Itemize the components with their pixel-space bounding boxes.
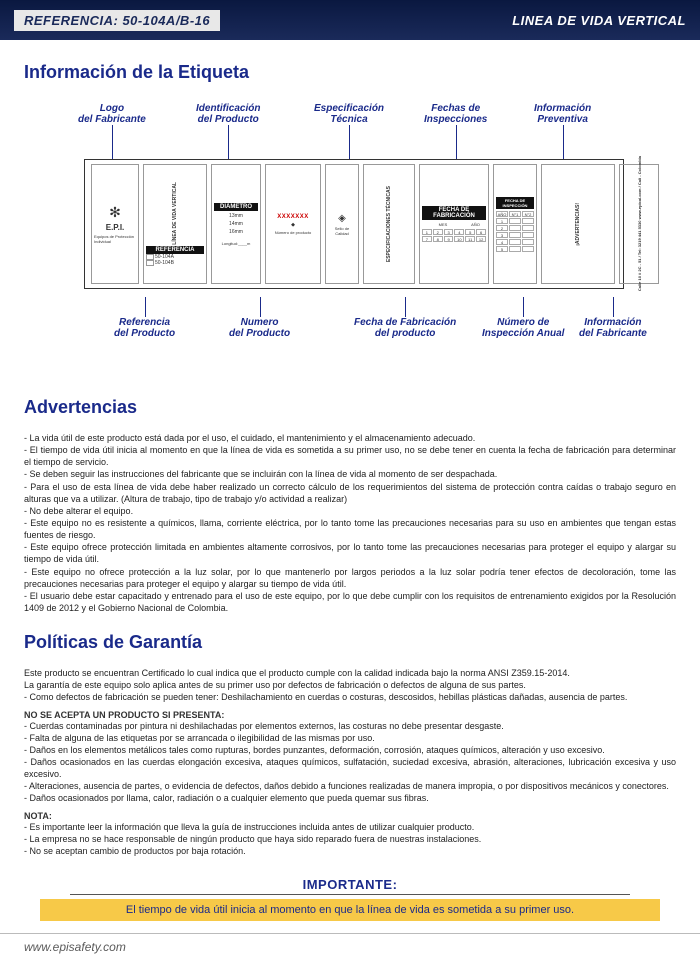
label-cal-col: ◈ Sello de Calidad (325, 164, 359, 284)
text-line: - Como defectos de fabricación se pueden… (24, 691, 676, 703)
text-line: - Daños en los elementos metálicos tales… (24, 744, 676, 756)
warranty-note-body: - Es importante leer la información que … (24, 821, 676, 857)
text-line: - Es importante leer la información que … (24, 821, 676, 833)
text-line: - Falta de alguna de las etiquetas por s… (24, 732, 676, 744)
page-header: REFERENCIA: 50-104A/B-16 LINEA DE VIDA V… (0, 0, 700, 40)
section-title-warranty: Políticas de Garantía (24, 632, 676, 653)
warnings-body: - La vida útil de este producto está dad… (24, 432, 676, 614)
text-line: - La empresa no se hace responsable de n… (24, 833, 676, 845)
label-adv-col: ¡ADVERTENCIAS! (541, 164, 615, 284)
text-line: - La vida útil de este producto está dad… (24, 432, 676, 444)
important-bar: El tiempo de vida útil inicia al momento… (40, 899, 660, 921)
label-brand: E.P.I. (106, 223, 125, 232)
text-line: - Este equipo no es resistente a químico… (24, 517, 676, 541)
warranty-intro: Este producto se encuentran Certificado … (24, 667, 676, 703)
text-line: - Para el uso de esta línea de vida debe… (24, 481, 676, 505)
text-line: - Se deben seguir las instrucciones del … (24, 468, 676, 480)
label-num-col: XXXXXXX ◆ Número de producto (265, 164, 321, 284)
label-diam-col: DIÁMETRO 13mm 14mm 16mm Longitud:____m (211, 164, 261, 284)
product-label: ✻ E.P.I. Equipos de Protección Individua… (84, 159, 624, 289)
warranty-note-head: NOTA: (24, 811, 676, 821)
callout-prevent: InformaciónPreventiva (534, 103, 591, 125)
label-fab-col: FECHA DE FABRICACIÓN MESAÑO 123456 78910… (419, 164, 489, 284)
important-title: IMPORTANTE: (70, 877, 630, 895)
callout-fechas: Fechas deInspecciones (424, 103, 487, 125)
text-line: Este producto se encuentran Certificado … (24, 667, 676, 679)
warranty-reject-head: NO SE ACEPTA UN PRODUCTO SI PRESENTA: (24, 710, 676, 720)
callout-inspnum: Número deInspección Anual (482, 317, 564, 339)
quality-seal-icon: ◈ (338, 213, 346, 224)
callout-ident: Identificacióndel Producto (196, 103, 260, 125)
epi-logo-icon: ✻ (109, 204, 121, 221)
callout-logo: Logodel Fabricante (78, 103, 146, 125)
section-title-warnings: Advertencias (24, 397, 676, 418)
text-line: - Este equipo ofrece protección limitada… (24, 541, 676, 565)
callout-infofab: Informacióndel Fabricante (579, 317, 647, 339)
product-line-title: LINEA DE VIDA VERTICAL (512, 13, 686, 28)
text-line: - No debe alterar el equipo. (24, 505, 676, 517)
text-line: - Cuerdas contaminadas por pintura ni de… (24, 720, 676, 732)
label-logo-col: ✻ E.P.I. Equipos de Protección Individua… (91, 164, 139, 284)
text-line: - Alteraciones, ausencia de partes, o ev… (24, 780, 676, 792)
footer-url: www.episafety.com (24, 940, 126, 954)
label-espec-col: ESPECIFICACIONES TÉCNICAS (363, 164, 415, 284)
label-ref-col: LÍNEA DE VIDA VERTICAL REFERENCIA 50-104… (143, 164, 207, 284)
warranty-reject-body: - Cuerdas contaminadas por pintura ni de… (24, 720, 676, 805)
text-line: - Daños ocasionados por llama, calor, ra… (24, 792, 676, 804)
text-line: - Daños ocasionados en las cuerdas elong… (24, 756, 676, 780)
callout-num: Numerodel Producto (229, 317, 290, 339)
callout-espec: EspecificaciónTécnica (314, 103, 384, 125)
text-line: La garantía de este equipo solo aplica a… (24, 679, 676, 691)
reference-box: REFERENCIA: 50-104A/B-16 (14, 10, 220, 31)
label-info-col: Calle 10 # 2C - 51 / Tel: 3219 441 5330 … (619, 164, 659, 284)
text-line: - El tiempo de vida útil inicia al momen… (24, 444, 676, 468)
text-line: - El usuario debe estar capacitado y ent… (24, 590, 676, 614)
callout-ref: Referenciadel Producto (114, 317, 175, 339)
section-title-label: Información de la Etiqueta (24, 62, 676, 83)
text-line: - Este equipo no ofrece protección a la … (24, 566, 676, 590)
label-callout-diagram: Logodel Fabricante Identificacióndel Pro… (24, 97, 676, 387)
important-block: IMPORTANTE: El tiempo de vida útil inici… (24, 877, 676, 933)
label-insp-col: FECHA DE INSPECCIÓN AÑON°1N°2 1 2 3 4 5 (493, 164, 537, 284)
page-footer: www.episafety.com (0, 933, 700, 968)
callout-fabdate: Fecha de Fabricacióndel producto (354, 317, 456, 339)
text-line: - No se aceptan cambio de productos por … (24, 845, 676, 857)
